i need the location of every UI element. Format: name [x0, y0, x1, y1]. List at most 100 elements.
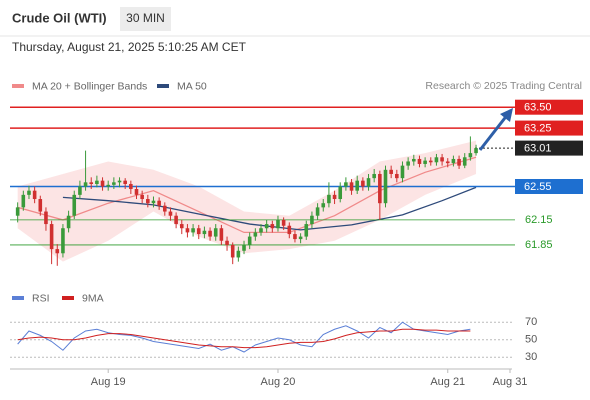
candle-body [191, 228, 195, 233]
candle-body [179, 224, 184, 229]
x-tick-label: Aug 20 [261, 376, 296, 388]
candle-body [38, 199, 43, 212]
legend-swatch [62, 296, 74, 300]
candle-body [411, 158, 416, 162]
legend-label: RSI [32, 292, 50, 304]
arrow [478, 113, 510, 151]
candle-body [230, 244, 235, 258]
indicator-line [17, 328, 471, 349]
plot: MA 20 + Bollinger Bands MA 50 63.50 63.25 63… [10, 80, 583, 388]
level-box [515, 140, 583, 156]
candle-body [174, 215, 178, 225]
candle-body [55, 249, 60, 254]
candle-body [106, 184, 111, 187]
x-tick-label: Aug 19 [91, 376, 126, 388]
candle-body [208, 230, 212, 237]
candle-body [242, 244, 246, 251]
candle-body [304, 224, 309, 237]
candle-body [247, 236, 252, 245]
level-label: 62.15 [525, 214, 553, 226]
legend-swatch [157, 84, 169, 88]
candle-body [129, 183, 133, 190]
legend-swatch [12, 296, 24, 300]
level-label: 63.01 [524, 143, 552, 155]
candle-body [196, 228, 201, 235]
candle-body [434, 157, 439, 163]
candle-body [281, 219, 286, 226]
candle-body [457, 158, 461, 166]
moving-average [62, 186, 477, 231]
candle-body [366, 178, 371, 187]
level-label: 61.85 [525, 239, 553, 251]
legend-swatch [12, 84, 24, 88]
candle-body [83, 182, 88, 187]
source: Research © 2025 Trading Central [425, 80, 582, 92]
candle-body [146, 199, 150, 204]
candle-body [49, 224, 54, 250]
candle-body [112, 182, 116, 185]
candle-body [78, 186, 82, 195]
candle-body [440, 157, 444, 162]
candle-body [140, 194, 144, 200]
level-label: 63.50 [524, 102, 552, 114]
candle-body [361, 180, 365, 187]
candle-body [389, 169, 393, 174]
candle-body [151, 200, 156, 204]
candle-body [287, 225, 292, 235]
level-label: 63.25 [524, 122, 552, 134]
candle-body [185, 228, 190, 233]
candle-body [315, 207, 320, 216]
arrow-head [500, 108, 513, 122]
candle-body [270, 224, 275, 229]
candle-body [293, 234, 297, 240]
candle-body [117, 180, 122, 183]
candle-body [89, 182, 94, 184]
candle-body [213, 228, 218, 237]
title: Crude Oil (WTI) [12, 10, 107, 25]
candle-body [134, 189, 139, 195]
x-tick-label: Aug 31 [493, 376, 528, 388]
candle-body [225, 240, 229, 245]
candle-body [276, 219, 280, 229]
candle-body [15, 207, 20, 216]
candle-body [298, 236, 303, 240]
interval-badge [120, 7, 171, 31]
candle-body [372, 173, 376, 179]
candle-body [27, 190, 31, 195]
level-box [515, 99, 583, 115]
candle-body [61, 228, 65, 254]
legend-label: 9MA [82, 292, 104, 304]
candle-body [66, 215, 71, 229]
bollinger-band [17, 140, 477, 262]
candle-body [445, 161, 450, 164]
candle-body [423, 160, 427, 164]
candle-body [95, 180, 99, 184]
level-box [515, 120, 583, 136]
candle-body [344, 182, 348, 187]
candle-body [168, 211, 173, 216]
timestamp: Thursday, August 21, 2025 5:10:25 AM CET [12, 40, 247, 54]
candle-body [72, 194, 77, 216]
candle-body [259, 228, 263, 233]
candle-body [468, 153, 473, 158]
candle-body [406, 161, 410, 166]
legend-label: MA 50 [177, 80, 207, 92]
candle-body [123, 180, 127, 184]
candle-body [321, 203, 326, 208]
y-tick-label: 30 [525, 351, 537, 363]
legend-label: MA 20 + Bollinger Bands [32, 80, 147, 92]
candle-body [349, 182, 354, 191]
candle-body [383, 169, 388, 204]
candle-body [44, 211, 48, 225]
candle-body [451, 158, 456, 164]
level-label: 62.55 [524, 181, 552, 193]
y-tick-label: 50 [525, 334, 537, 346]
candle-body [310, 215, 314, 225]
candle-body [400, 165, 405, 179]
candle-body [236, 250, 241, 258]
candle-body [100, 180, 105, 187]
candle-body [157, 200, 161, 206]
candle-body [355, 180, 360, 191]
candle-body [264, 224, 269, 229]
